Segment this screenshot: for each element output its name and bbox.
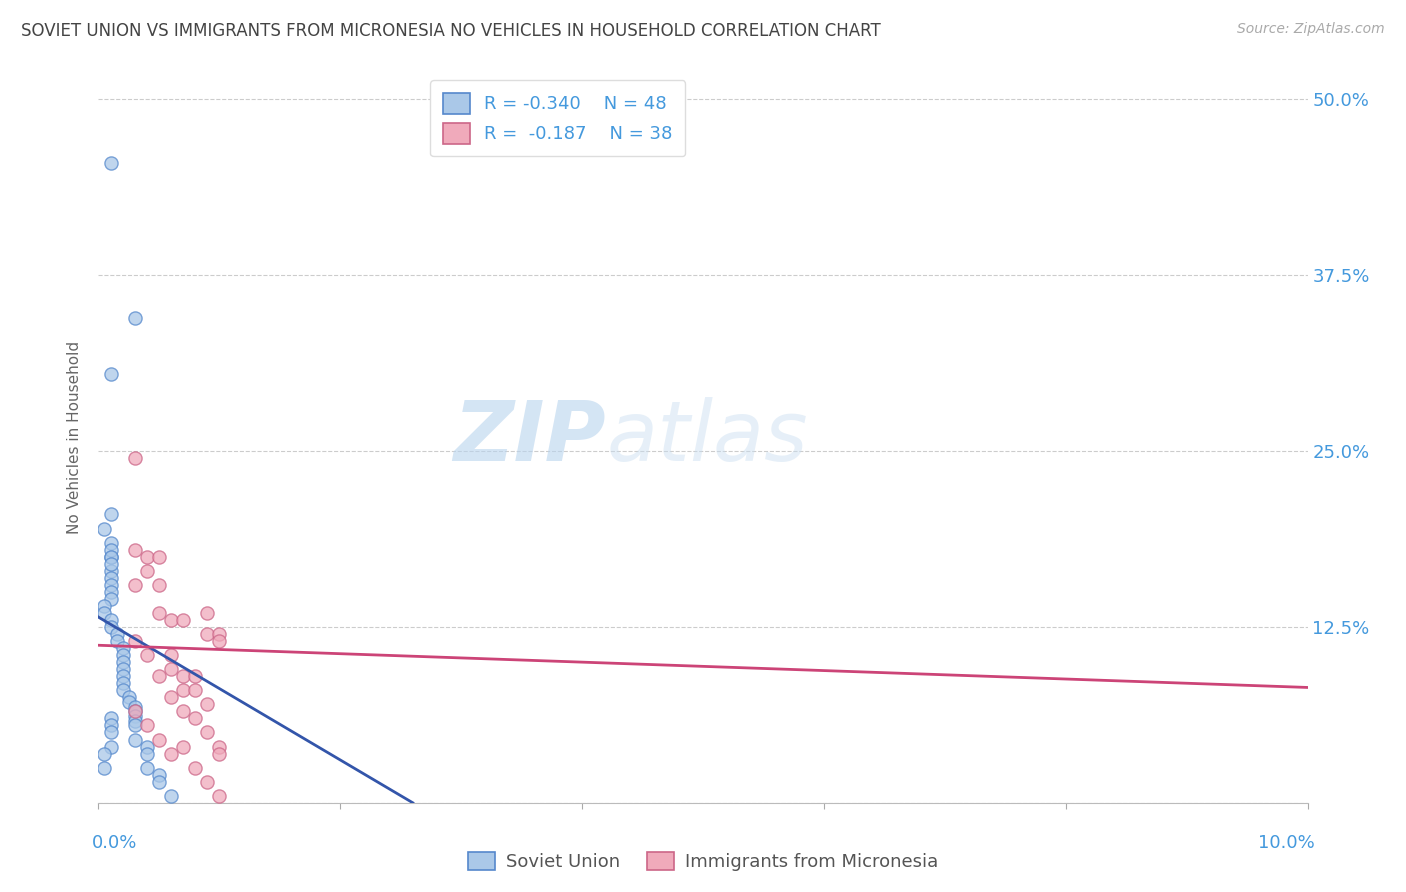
Point	[105, 627, 128, 641]
Point	[172, 669, 194, 683]
Point	[124, 718, 146, 732]
Point	[100, 549, 122, 564]
Point	[100, 367, 122, 381]
Point	[100, 739, 122, 754]
Point	[124, 451, 146, 466]
Point	[208, 789, 231, 803]
Point	[135, 549, 157, 564]
Point	[124, 732, 146, 747]
Point	[111, 655, 134, 669]
Point	[100, 571, 122, 585]
Point	[100, 613, 122, 627]
Point	[208, 739, 231, 754]
Point	[100, 725, 122, 739]
Point	[100, 584, 122, 599]
Text: ZIP: ZIP	[454, 397, 606, 477]
Point	[100, 156, 122, 170]
Point	[111, 683, 134, 698]
Point	[124, 714, 146, 729]
Point	[100, 564, 122, 578]
Point	[135, 564, 157, 578]
Point	[195, 606, 218, 620]
Point	[93, 606, 115, 620]
Point	[124, 310, 146, 325]
Point	[100, 557, 122, 571]
Point	[111, 669, 134, 683]
Point	[135, 718, 157, 732]
Point	[105, 634, 128, 648]
Point	[160, 648, 183, 662]
Point	[124, 700, 146, 714]
Point	[148, 669, 170, 683]
Point	[135, 761, 157, 775]
Point	[118, 690, 141, 705]
Point	[124, 708, 146, 723]
Point	[100, 508, 122, 522]
Point	[208, 747, 231, 761]
Point	[160, 747, 183, 761]
Point	[160, 662, 183, 676]
Point	[160, 690, 183, 705]
Text: 10.0%: 10.0%	[1258, 834, 1315, 852]
Point	[172, 705, 194, 719]
Text: Source: ZipAtlas.com: Source: ZipAtlas.com	[1237, 22, 1385, 37]
Point	[184, 669, 207, 683]
Text: SOVIET UNION VS IMMIGRANTS FROM MICRONESIA NO VEHICLES IN HOUSEHOLD CORRELATION : SOVIET UNION VS IMMIGRANTS FROM MICRONES…	[21, 22, 880, 40]
Point	[148, 606, 170, 620]
Point	[160, 789, 183, 803]
Point	[184, 683, 207, 698]
Text: 0.0%: 0.0%	[91, 834, 136, 852]
Point	[100, 578, 122, 592]
Point	[100, 620, 122, 634]
Legend: R = -0.340    N = 48, R =  -0.187    N = 38: R = -0.340 N = 48, R = -0.187 N = 38	[430, 80, 686, 156]
Point	[160, 613, 183, 627]
Point	[148, 767, 170, 781]
Point	[172, 683, 194, 698]
Point	[148, 578, 170, 592]
Point	[148, 732, 170, 747]
Point	[195, 725, 218, 739]
Point	[195, 698, 218, 712]
Point	[93, 599, 115, 613]
Point	[124, 578, 146, 592]
Point	[184, 711, 207, 725]
Point	[124, 542, 146, 557]
Point	[111, 641, 134, 656]
Point	[172, 613, 194, 627]
Point	[93, 521, 115, 535]
Point	[124, 705, 146, 719]
Point	[135, 739, 157, 754]
Point	[184, 761, 207, 775]
Point	[100, 549, 122, 564]
Point	[100, 711, 122, 725]
Point	[148, 549, 170, 564]
Point	[135, 747, 157, 761]
Point	[100, 542, 122, 557]
Point	[118, 694, 141, 708]
Legend: Soviet Union, Immigrants from Micronesia: Soviet Union, Immigrants from Micronesia	[461, 845, 945, 879]
Point	[111, 648, 134, 662]
Point	[100, 591, 122, 606]
Point	[195, 627, 218, 641]
Point	[111, 662, 134, 676]
Point	[148, 774, 170, 789]
Text: atlas: atlas	[606, 397, 808, 477]
Point	[208, 627, 231, 641]
Y-axis label: No Vehicles in Household: No Vehicles in Household	[67, 341, 83, 533]
Point	[124, 634, 146, 648]
Point	[100, 718, 122, 732]
Point	[124, 705, 146, 719]
Point	[100, 535, 122, 549]
Point	[172, 739, 194, 754]
Point	[208, 634, 231, 648]
Point	[93, 761, 115, 775]
Point	[93, 747, 115, 761]
Point	[135, 648, 157, 662]
Point	[195, 774, 218, 789]
Point	[111, 676, 134, 690]
